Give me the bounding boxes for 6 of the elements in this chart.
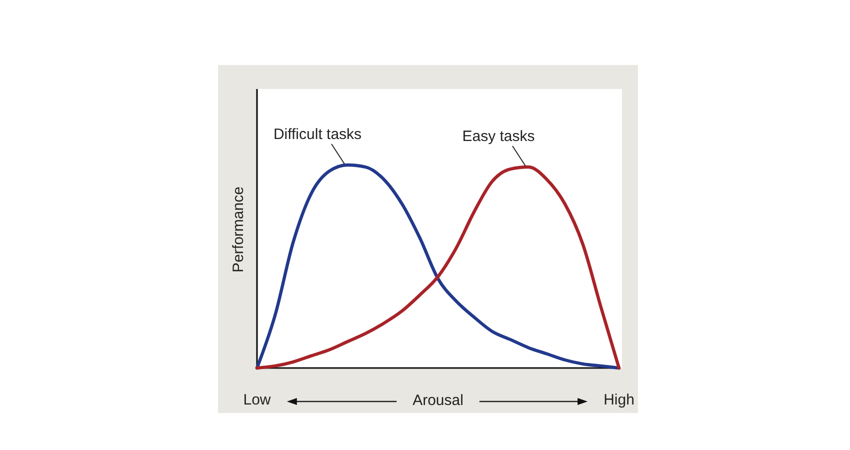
x-tick-label: High [604,392,634,409]
x-axis-title: Arousal [412,392,464,409]
series-label: Easy tasks [462,128,535,146]
y-axis-title: Performance [230,186,247,272]
x-tick-label: Low [243,392,271,409]
series-label: Difficult tasks [273,126,362,143]
